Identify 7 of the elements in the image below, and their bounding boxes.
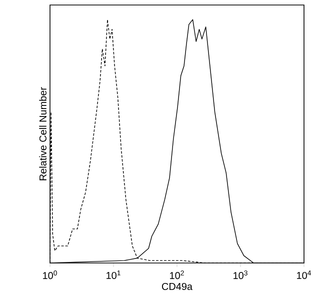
x-tick-label: 10$^{1}$ bbox=[106, 270, 120, 280]
x-tick-label: 10$^{0}$ bbox=[43, 270, 57, 280]
x-tick-label: 10$^{4}$ bbox=[297, 270, 312, 280]
y-axis-title: Relative Cell Number bbox=[39, 87, 46, 180]
x-tick-label: 10$^{3}$ bbox=[234, 270, 248, 280]
x-tick-label: 10$^{2}$ bbox=[170, 270, 184, 280]
x-axis-title: CD49a bbox=[162, 282, 193, 290]
